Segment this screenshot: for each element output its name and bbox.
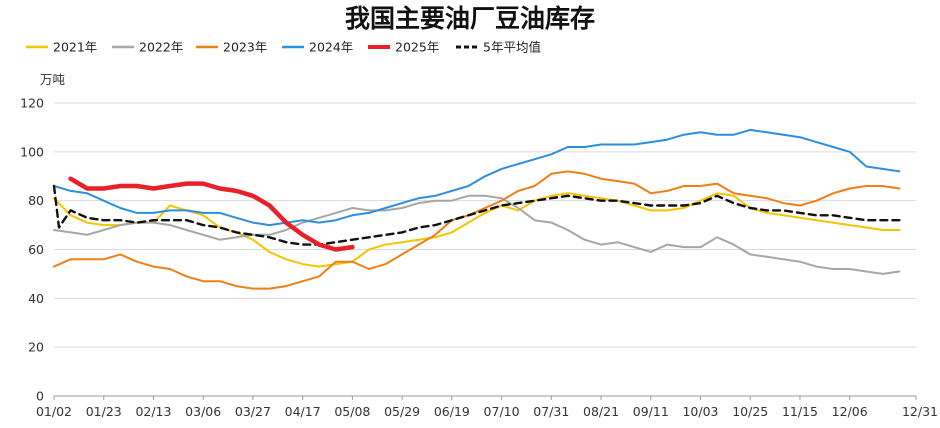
x-tick-label-01-02: 01/02 xyxy=(36,404,72,419)
y-tick-label-40: 40 xyxy=(28,291,44,306)
legend-label-3: 2024年 xyxy=(309,40,353,55)
x-tick-label-05-29: 05/29 xyxy=(384,404,420,419)
x-tick-label-12-06: 12/06 xyxy=(832,404,868,419)
x-tick-label-08-21: 08/21 xyxy=(583,404,619,419)
y-tick-label-80: 80 xyxy=(28,193,44,208)
y-tick-label-120: 120 xyxy=(20,96,44,111)
legend-label-2: 2023年 xyxy=(223,40,267,55)
x-tick-label-11-15: 11/15 xyxy=(782,404,818,419)
legend-label-5: 5年平均值 xyxy=(483,40,541,55)
x-tick-label-12-31: 12/31 xyxy=(902,404,938,419)
series-line-0 xyxy=(53,192,901,268)
series-line-1 xyxy=(53,194,901,275)
x-tick-label-05-08: 05/08 xyxy=(334,404,370,419)
x-tick-label-10-03: 10/03 xyxy=(682,404,718,419)
y-axis-ticks: 0 20 40 60 80 100 120 xyxy=(20,96,44,404)
legend-label-4: 2025年 xyxy=(395,40,439,55)
x-tick-label-04-17: 04/17 xyxy=(285,404,321,419)
x-tick-label-02-13: 02/13 xyxy=(135,404,171,419)
x-axis-ticks: 01/02 01/23 02/13 03/06 03/27 04/17 05/08 05/29… xyxy=(36,396,938,419)
x-tick-label-03-06: 03/06 xyxy=(185,404,221,419)
y-tick-label-0: 0 xyxy=(36,389,44,404)
y-tick-label-20: 20 xyxy=(28,340,44,355)
y-tick-label-60: 60 xyxy=(28,242,44,257)
series-line-4 xyxy=(68,176,355,252)
chart-title: 我国主要油厂豆油库存 xyxy=(345,4,595,33)
x-tick-label-01-23: 01/23 xyxy=(86,404,122,419)
series-line-2 xyxy=(53,170,901,290)
x-tick-label-09-11: 09/11 xyxy=(633,404,669,419)
x-tick-label-07-10: 07/10 xyxy=(484,404,520,419)
y-tick-label-100: 100 xyxy=(20,144,44,159)
y-axis-unit-label: 万吨 xyxy=(40,72,66,87)
legend-label-0: 2021年 xyxy=(53,40,97,55)
x-tick-label-03-27: 03/27 xyxy=(235,404,271,419)
gridlines xyxy=(54,102,916,397)
series-line-3 xyxy=(53,128,901,227)
series-lines xyxy=(52,128,901,290)
legend: 2021年 2022年 2023年 2024年 2025年 5年平均值 xyxy=(26,40,541,55)
series-line-5 xyxy=(52,184,901,246)
x-tick-label-07-31: 07/31 xyxy=(533,404,569,419)
legend-label-1: 2022年 xyxy=(139,40,183,55)
x-tick-label-06-19: 06/19 xyxy=(434,404,470,419)
x-tick-label-10-25: 10/25 xyxy=(732,404,768,419)
